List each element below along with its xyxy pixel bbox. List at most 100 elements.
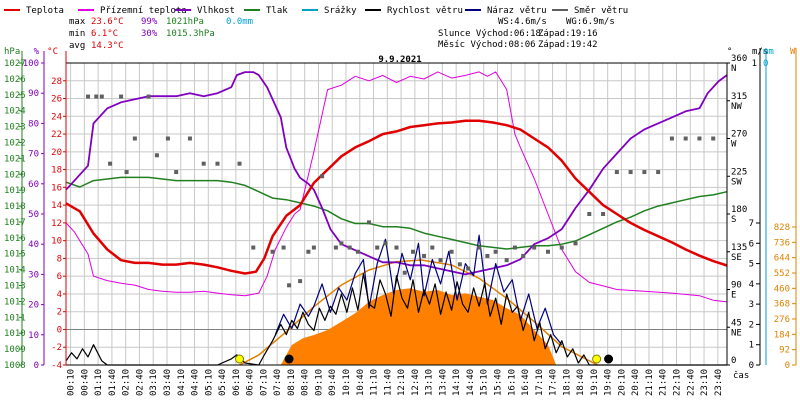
wind-direction-point bbox=[614, 170, 619, 175]
axes-layer: 1008100910101011101210131014101510161017… bbox=[4, 47, 797, 396]
humidity-tick-label: 80 bbox=[28, 119, 39, 129]
x-tick-label: 17:40 bbox=[549, 369, 559, 396]
wind-direction-point bbox=[306, 249, 311, 254]
pressure-tick-label: 1014 bbox=[4, 266, 26, 276]
wind-direction-point bbox=[512, 245, 517, 250]
x-tick-label: 00:40 bbox=[80, 369, 90, 396]
direction-deg-label: 270 bbox=[731, 130, 747, 140]
pressure-tick-label: 1025 bbox=[4, 91, 26, 101]
humidity-tick-label: 50 bbox=[28, 210, 39, 220]
wind-direction-point bbox=[383, 241, 388, 246]
direction-dir-label: SW bbox=[731, 177, 742, 187]
wind-direction-point bbox=[154, 153, 159, 158]
x-tick-label: 18:40 bbox=[576, 369, 586, 396]
x-tick-label: 19:40 bbox=[604, 369, 614, 396]
direction-unit-label: ° bbox=[727, 47, 732, 57]
x-tick-label: 12:40 bbox=[411, 369, 421, 396]
temperature-tick-label: 6 bbox=[57, 272, 62, 282]
wind-direction-point bbox=[339, 241, 344, 246]
wind-direction-point bbox=[108, 161, 113, 166]
direction-deg-label: 225 bbox=[731, 167, 747, 177]
x-tick-label: 02:40 bbox=[135, 369, 145, 396]
stat-min-temp: 6.1°C bbox=[91, 29, 118, 39]
stat-moon-rise: Měsíc Východ:08:06 bbox=[438, 40, 536, 50]
direction-dir-label: W bbox=[731, 140, 737, 150]
stat-min-press: 1015.3hPa bbox=[166, 29, 215, 39]
grid bbox=[66, 63, 727, 366]
x-tick-label: 17:10 bbox=[535, 369, 545, 396]
wind-direction-point bbox=[215, 161, 220, 166]
humidity-unit-label: % bbox=[34, 47, 40, 57]
x-tick-label: 14:40 bbox=[466, 369, 476, 396]
direction-dir-label: S bbox=[731, 215, 736, 225]
wind-direction-point bbox=[683, 136, 688, 141]
wind-unit-label: m/s bbox=[752, 47, 768, 57]
x-tick-label: 06:40 bbox=[246, 369, 256, 396]
humidity-tick-label: 30 bbox=[28, 270, 39, 280]
legend-item-label: Směr větru bbox=[574, 6, 628, 16]
legend-item-label: Srážky bbox=[324, 6, 357, 16]
wind-direction-point bbox=[132, 136, 137, 141]
humidity-tick-label: 100 bbox=[23, 59, 39, 69]
series-line-tlak bbox=[65, 176, 728, 250]
pressure-tick-label: 1011 bbox=[4, 313, 26, 323]
direction-dir-label: NE bbox=[731, 328, 742, 338]
humidity-tick-label: 0 bbox=[34, 361, 39, 371]
pressure-tick-label: 1024 bbox=[4, 107, 26, 117]
direction-dir-label: SE bbox=[731, 253, 742, 263]
wind-direction-point bbox=[281, 245, 286, 250]
solar-tick-label: 460 bbox=[774, 284, 790, 294]
pressure-tick-label: 1008 bbox=[4, 361, 26, 371]
wind-direction-point bbox=[485, 253, 490, 258]
solar-tick-label: 644 bbox=[774, 254, 790, 264]
wind-tick-label: 7 bbox=[749, 219, 754, 229]
wind-top-tick: 1 bbox=[752, 59, 757, 69]
x-tick-label: 04:10 bbox=[177, 369, 187, 396]
x-tick-label: 14:10 bbox=[452, 369, 462, 396]
temperature-tick-label: -2 bbox=[51, 343, 62, 353]
wind-direction-point bbox=[187, 136, 192, 141]
x-tick-label: 15:40 bbox=[493, 369, 503, 396]
wind-direction-point bbox=[270, 249, 275, 254]
x-tick-label: 23:10 bbox=[700, 369, 710, 396]
series-line-p-zemn-teplota bbox=[65, 71, 728, 303]
direction-deg-label: 45 bbox=[731, 318, 742, 328]
wind-direction-point bbox=[174, 170, 179, 175]
x-tick-label: 11:10 bbox=[370, 369, 380, 396]
wind-direction-point bbox=[449, 249, 454, 254]
wind-direction-point bbox=[94, 94, 99, 99]
rain-top-tick: 0 bbox=[763, 59, 768, 69]
x-tick-label: 16:10 bbox=[507, 369, 517, 396]
temperature-tick-label: 24 bbox=[51, 112, 62, 122]
x-tick-label: 01:40 bbox=[108, 369, 118, 396]
x-tick-label: 12:10 bbox=[397, 369, 407, 396]
pressure-unit-label: hPa bbox=[4, 47, 20, 57]
pressure-tick-label: 1017 bbox=[4, 218, 26, 228]
solar-tick-label: 0 bbox=[785, 361, 790, 371]
x-tick-label: 07:40 bbox=[273, 369, 283, 396]
solar-tick-label: 828 bbox=[774, 223, 790, 233]
wind-direction-point bbox=[532, 245, 537, 250]
x-tick-label: 10:40 bbox=[356, 369, 366, 396]
pressure-tick-label: 1016 bbox=[4, 234, 26, 244]
x-tick-label: 01:10 bbox=[94, 369, 104, 396]
pressure-tick-label: 1020 bbox=[4, 170, 26, 180]
pressure-tick-label: 1013 bbox=[4, 282, 26, 292]
wind-direction-point bbox=[545, 249, 550, 254]
x-tick-label: 18:10 bbox=[562, 369, 572, 396]
direction-deg-label: 360 bbox=[731, 54, 747, 64]
x-tick-label: 05:40 bbox=[218, 369, 228, 396]
solar-tick-label: 552 bbox=[774, 269, 790, 279]
wind-direction-point bbox=[628, 170, 633, 175]
chart-title: 9.9.2021 bbox=[378, 55, 421, 65]
direction-deg-label: 315 bbox=[731, 92, 747, 102]
wind-direction-point bbox=[402, 270, 407, 275]
wind-direction-point bbox=[601, 212, 606, 216]
temperature-tick-label: 20 bbox=[51, 148, 62, 158]
solar-tick-label: 92 bbox=[779, 346, 790, 356]
series-line-vlhkost bbox=[65, 71, 728, 276]
wind-direction-point bbox=[201, 161, 206, 166]
wind-direction-point bbox=[477, 245, 482, 250]
